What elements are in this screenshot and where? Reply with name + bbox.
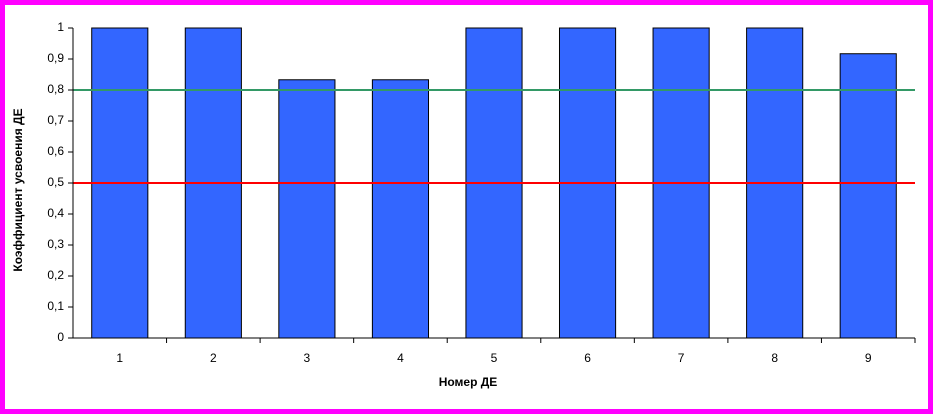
y-tick-label: 0,8 (47, 82, 64, 96)
chart: Номер ДЕ Коэффициент усвоения ДЕ 0 0,1 0,2… (11, 20, 916, 389)
x-tick-label: 6 (584, 351, 591, 365)
y-tick-label: 1 (57, 20, 64, 34)
y-tick-label: 0,6 (47, 144, 64, 158)
x-tick-label: 9 (865, 351, 872, 365)
x-tick-label: 4 (397, 351, 404, 365)
y-tick-label: 0,7 (47, 113, 64, 127)
x-tick-label: 3 (304, 351, 311, 365)
x-tick-label: 2 (210, 351, 217, 365)
y-tick-label: 0,9 (47, 51, 64, 65)
y-tick-label: 0 (57, 330, 64, 344)
x-tick-label: 5 (491, 351, 498, 365)
y-tick-label: 0,5 (47, 175, 64, 189)
bar (371, 79, 430, 339)
y-axis-label: Коэффициент усвоения ДЕ (11, 108, 25, 271)
bar (278, 79, 336, 339)
x-tick-label: 8 (771, 351, 778, 365)
bar (839, 53, 897, 339)
y-tick-label: 0,1 (47, 299, 64, 313)
y-tick-label: 0,4 (47, 206, 64, 220)
y-tick-label: 0,3 (47, 237, 64, 251)
y-tick-label: 0,2 (47, 268, 64, 282)
x-tick-label: 1 (116, 351, 123, 365)
x-axis-label: Номер ДЕ (439, 375, 498, 389)
x-tick-label: 7 (678, 351, 685, 365)
